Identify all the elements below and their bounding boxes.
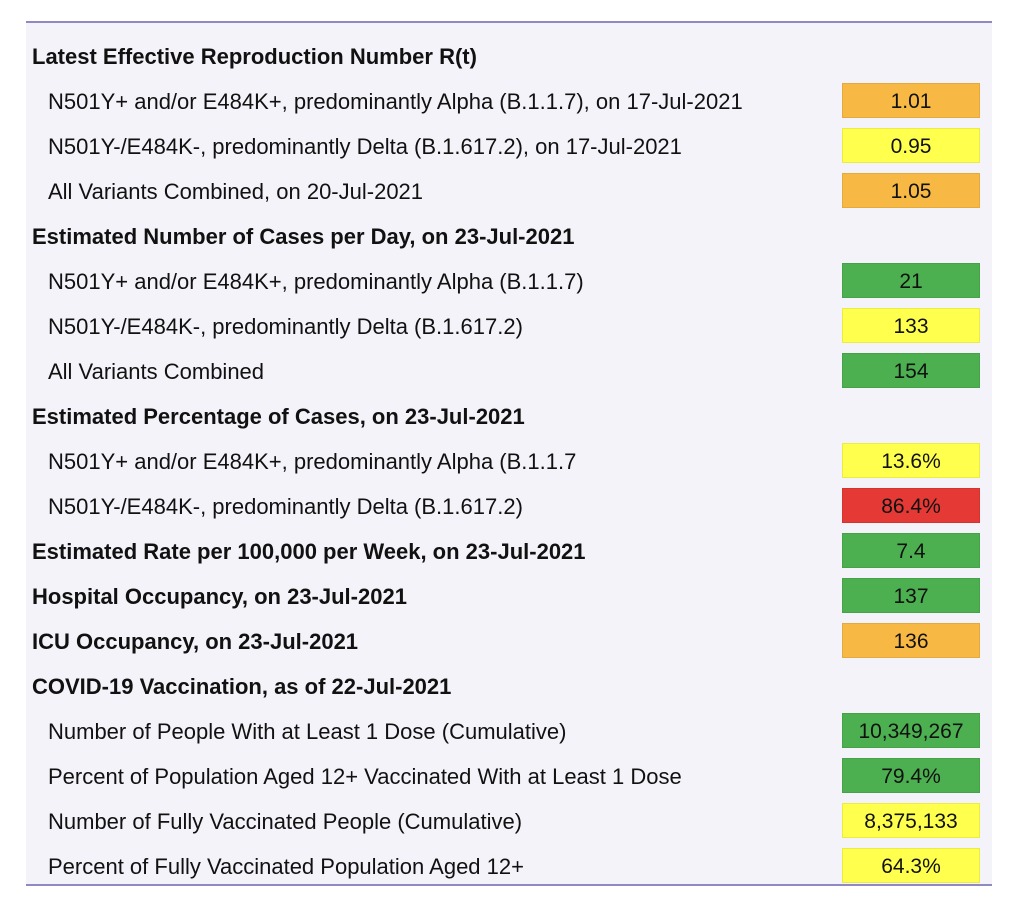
table-rows: Latest Effective Reproduction Number R(t… bbox=[26, 34, 992, 889]
percentage-heading: Estimated Percentage of Cases, on 23-Jul… bbox=[32, 404, 525, 429]
rt-delta-label: N501Y-/E484K-, predominantly Delta (B.1.… bbox=[48, 134, 682, 159]
rt-all-label: All Variants Combined, on 20-Jul-2021 bbox=[48, 179, 424, 204]
hospital-row: Hospital Occupancy, on 23-Jul-2021 137 bbox=[26, 574, 992, 619]
rt-delta-value: 0.95 bbox=[842, 128, 980, 163]
vaccination-section-row: COVID-19 Vaccination, as of 22-Jul-2021 bbox=[26, 664, 992, 709]
cases-all-value: 154 bbox=[842, 353, 980, 388]
cases-alpha-row: N501Y+ and/or E484K+, predominantly Alph… bbox=[26, 259, 992, 304]
vaccination-full-label: Number of Fully Vaccinated People (Cumul… bbox=[48, 809, 523, 834]
percentage-alpha-row: N501Y+ and/or E484K+, predominantly Alph… bbox=[26, 439, 992, 484]
vaccination-pct1-value: 79.4% bbox=[842, 758, 980, 793]
vaccination-full-value: 8,375,133 bbox=[842, 803, 980, 838]
rate-heading: Estimated Rate per 100,000 per Week, on … bbox=[32, 539, 586, 564]
cases-heading: Estimated Number of Cases per Day, on 23… bbox=[32, 224, 575, 249]
percentage-delta-row: N501Y-/E484K-, predominantly Delta (B.1.… bbox=[26, 484, 992, 529]
vaccination-full-row: Number of Fully Vaccinated People (Cumul… bbox=[26, 799, 992, 844]
vaccination-pct1-row: Percent of Population Aged 12+ Vaccinate… bbox=[26, 754, 992, 799]
cases-delta-row: N501Y-/E484K-, predominantly Delta (B.1.… bbox=[26, 304, 992, 349]
hospital-value: 137 bbox=[842, 578, 980, 613]
cases-delta-value: 133 bbox=[842, 308, 980, 343]
rt-all-row: All Variants Combined, on 20-Jul-2021 1.… bbox=[26, 169, 992, 214]
cases-all-row: All Variants Combined 154 bbox=[26, 349, 992, 394]
rt-alpha-label: N501Y+ and/or E484K+, predominantly Alph… bbox=[48, 89, 743, 114]
rt-all-value: 1.05 bbox=[842, 173, 980, 208]
percentage-alpha-value: 13.6% bbox=[842, 443, 980, 478]
vaccination-dose1-row: Number of People With at Least 1 Dose (C… bbox=[26, 709, 992, 754]
vaccination-pct1-label: Percent of Population Aged 12+ Vaccinate… bbox=[48, 764, 682, 789]
icu-value: 136 bbox=[842, 623, 980, 658]
rt-heading: Latest Effective Reproduction Number R(t… bbox=[32, 44, 477, 69]
rt-alpha-value: 1.01 bbox=[842, 83, 980, 118]
cases-section-row: Estimated Number of Cases per Day, on 23… bbox=[26, 214, 992, 259]
cases-delta-label: N501Y-/E484K-, predominantly Delta (B.1.… bbox=[48, 314, 523, 339]
rt-section-row: Latest Effective Reproduction Number R(t… bbox=[26, 34, 992, 79]
percentage-section-row: Estimated Percentage of Cases, on 23-Jul… bbox=[26, 394, 992, 439]
cases-all-label: All Variants Combined bbox=[48, 359, 265, 384]
icu-row: ICU Occupancy, on 23-Jul-2021 136 bbox=[26, 619, 992, 664]
vaccination-heading: COVID-19 Vaccination, as of 22-Jul-2021 bbox=[32, 674, 452, 699]
cases-alpha-value: 21 bbox=[842, 263, 980, 298]
vaccination-dose1-label: Number of People With at Least 1 Dose (C… bbox=[48, 719, 567, 744]
rate-row: Estimated Rate per 100,000 per Week, on … bbox=[26, 529, 992, 574]
vaccination-pctfull-label: Percent of Fully Vaccinated Population A… bbox=[48, 854, 524, 879]
vaccination-dose1-value: 10,349,267 bbox=[842, 713, 980, 748]
rt-alpha-row: N501Y+ and/or E484K+, predominantly Alph… bbox=[26, 79, 992, 124]
percentage-delta-value: 86.4% bbox=[842, 488, 980, 523]
cases-alpha-label: N501Y+ and/or E484K+, predominantly Alph… bbox=[48, 269, 584, 294]
rate-value: 7.4 bbox=[842, 533, 980, 568]
covid-summary-table: Latest Effective Reproduction Number R(t… bbox=[26, 21, 992, 886]
vaccination-pctfull-row: Percent of Fully Vaccinated Population A… bbox=[26, 844, 992, 889]
percentage-delta-label: N501Y-/E484K-, predominantly Delta (B.1.… bbox=[48, 494, 523, 519]
hospital-heading: Hospital Occupancy, on 23-Jul-2021 bbox=[32, 584, 407, 609]
vaccination-pctfull-value: 64.3% bbox=[842, 848, 980, 883]
icu-heading: ICU Occupancy, on 23-Jul-2021 bbox=[32, 629, 359, 654]
percentage-alpha-label: N501Y+ and/or E484K+, predominantly Alph… bbox=[48, 449, 577, 474]
rt-delta-row: N501Y-/E484K-, predominantly Delta (B.1.… bbox=[26, 124, 992, 169]
